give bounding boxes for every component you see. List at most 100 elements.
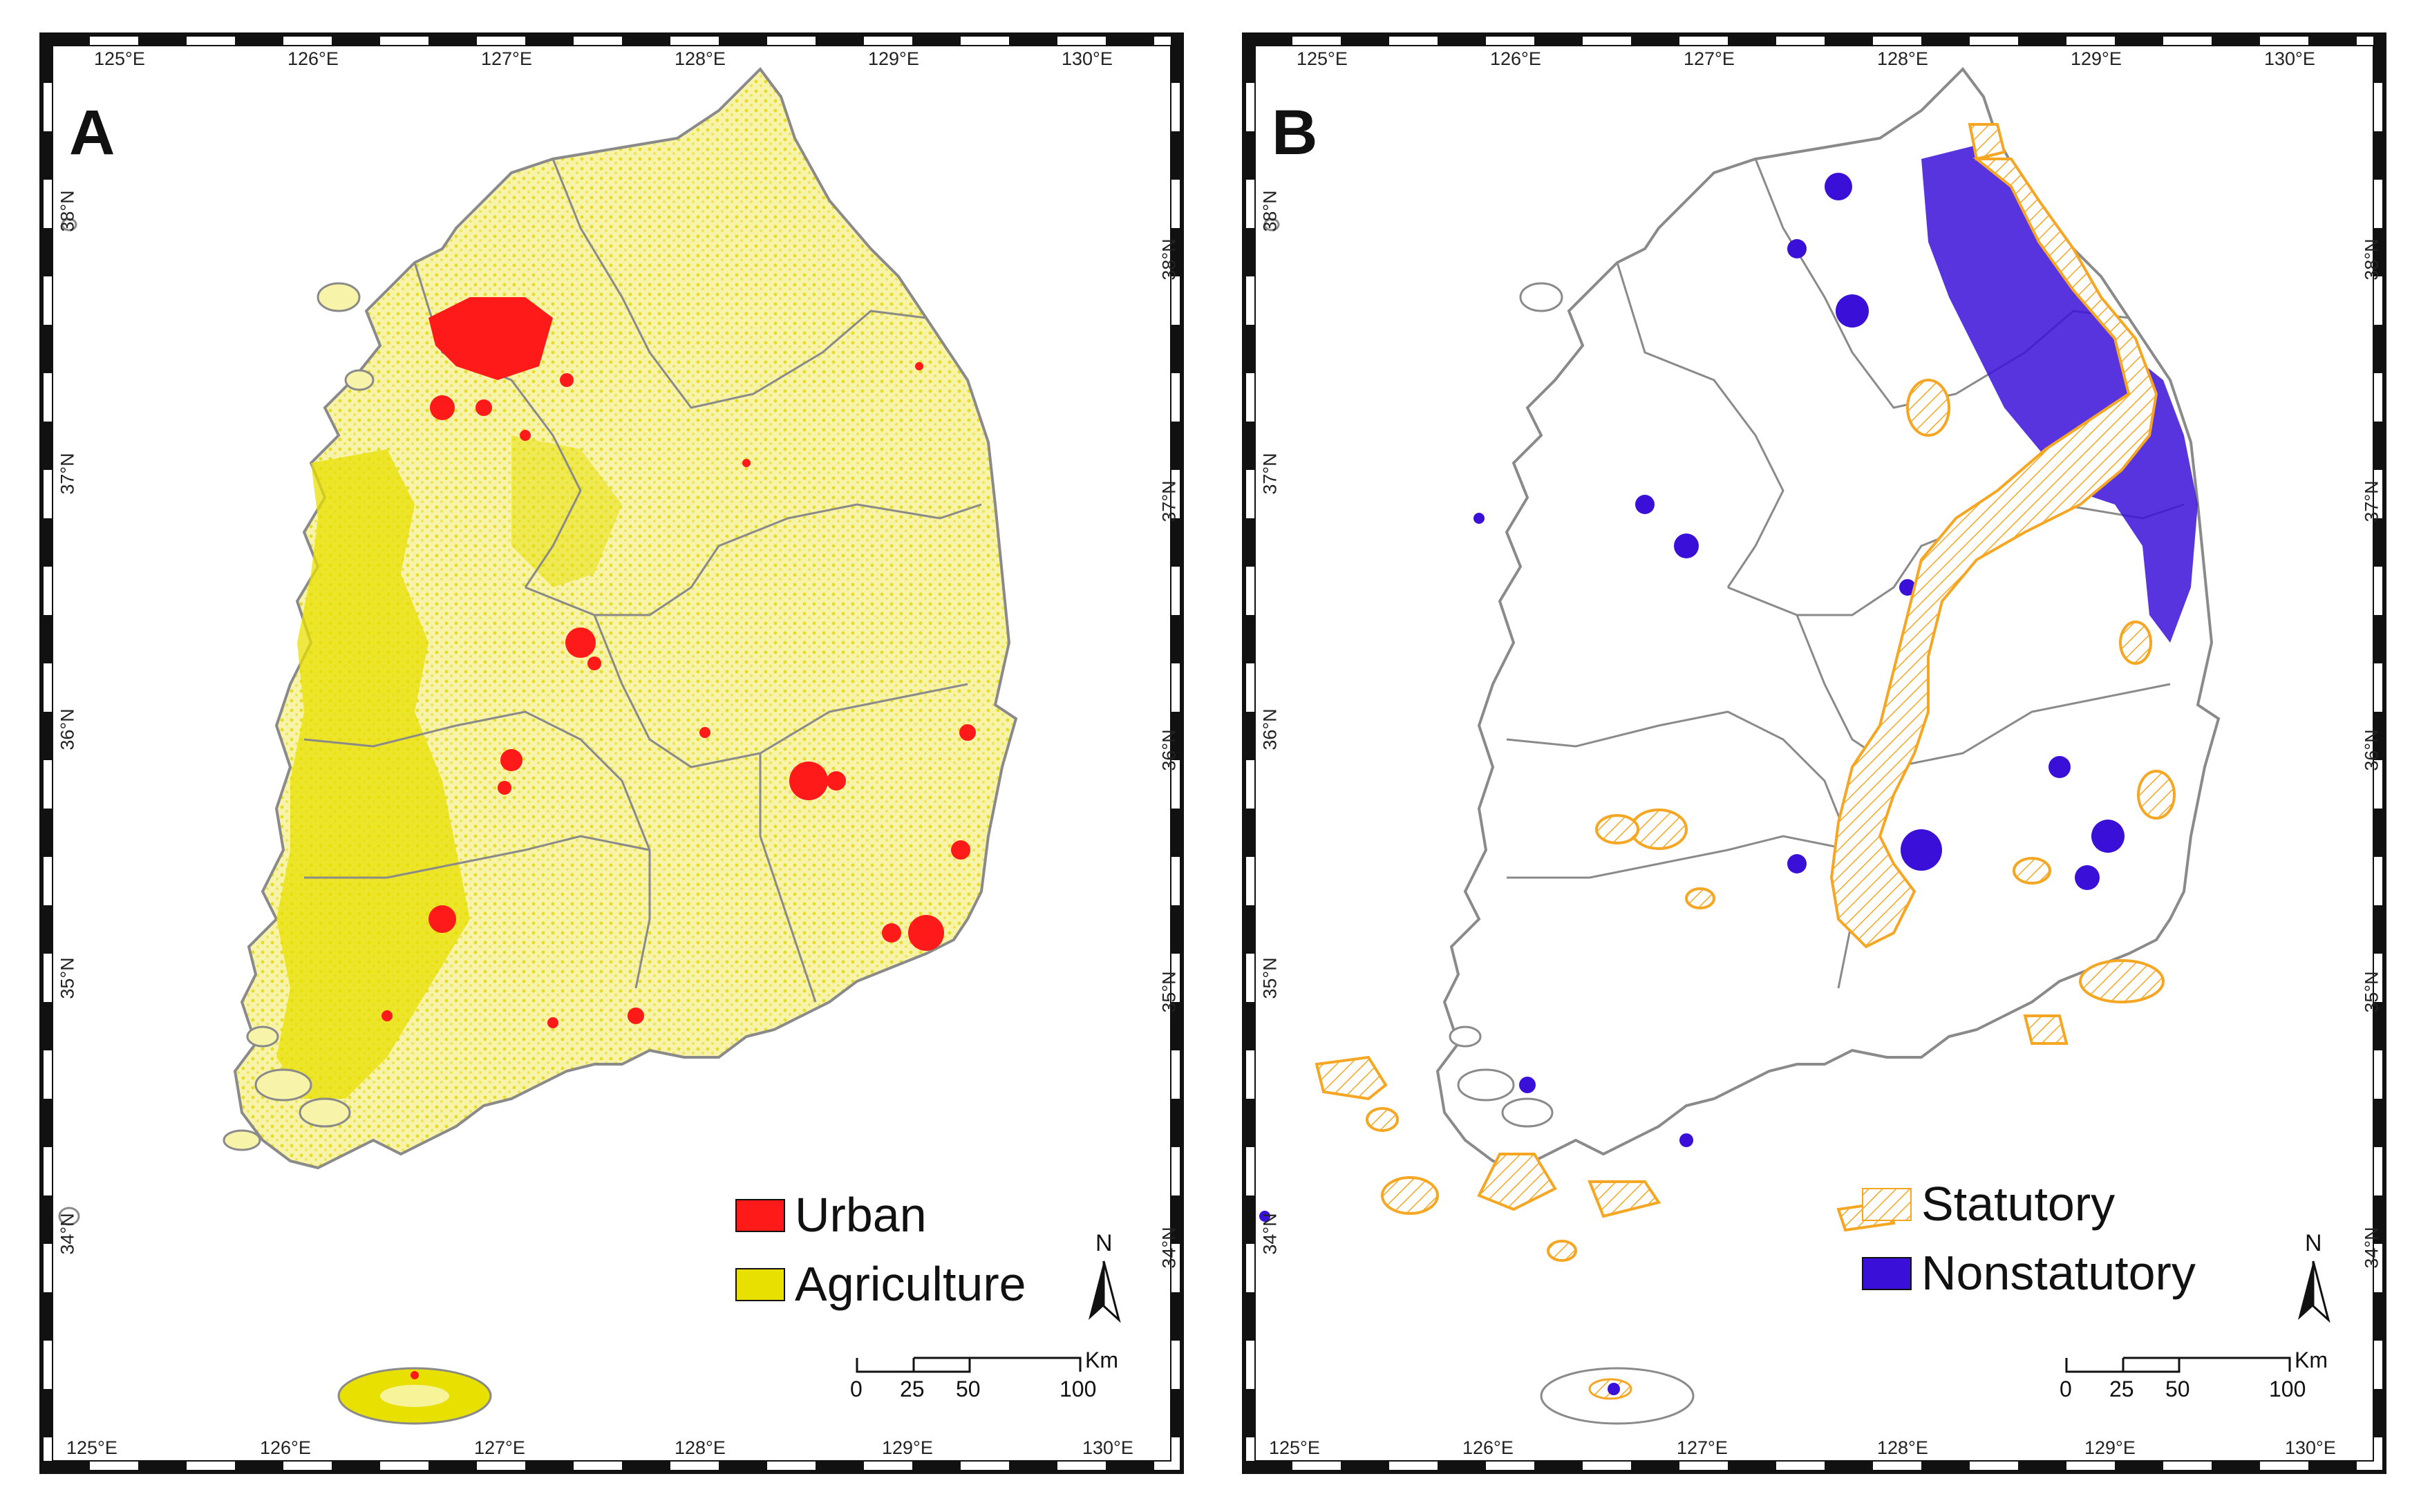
graduation-block (912, 1461, 961, 1472)
scale-unit: Km (2295, 1348, 2328, 1372)
lon-tick-bottom: 129°E (2084, 1437, 2136, 1458)
graduation-block (41, 615, 53, 663)
graduation-block (1106, 35, 1154, 46)
graduation-block (1171, 1389, 1182, 1437)
graduation-block (1438, 1461, 1486, 1472)
graduation-block (525, 1461, 574, 1472)
graduation-block (1244, 1002, 1255, 1050)
legend-swatch-urban (735, 1199, 785, 1232)
lon-tick-top: 125°E (94, 48, 145, 69)
graduation-block (41, 422, 53, 470)
graduation-block (1631, 1461, 1679, 1472)
lon-tick-bottom: 126°E (1462, 1437, 1514, 1458)
graduation-block (1244, 1292, 1255, 1341)
graduation-block (1009, 35, 1057, 46)
lon-tick-bottom: 125°E (66, 1437, 117, 1458)
lon-tick-bottom: 128°E (1877, 1437, 1928, 1458)
scale-label: 0 (850, 1377, 863, 1401)
graduation-block (525, 35, 574, 46)
graduation-block (2373, 712, 2384, 760)
lon-tick-top: 128°E (1877, 48, 1928, 69)
graduation-block (1825, 35, 1873, 46)
graduation-block (816, 1461, 864, 1472)
legend-label-agriculture: Agriculture (795, 1257, 1026, 1311)
graduation-block (428, 35, 477, 46)
graduation-block (138, 1461, 187, 1472)
graduation-block (2373, 1099, 2384, 1147)
frame-graduation (1244, 35, 2384, 1472)
lat-tick-right: 35°N (2361, 971, 2382, 1013)
lat-tick-left: 35°N (57, 957, 78, 999)
graduation-block (41, 712, 53, 760)
graduation-block (1171, 422, 1182, 470)
graduation-block (1244, 1099, 1255, 1147)
lat-tick-right: 34°N (1158, 1227, 1180, 1269)
legend-label-statutory: Statutory (1921, 1177, 2116, 1231)
graduation-block (41, 905, 53, 954)
graduation-block (1171, 131, 1182, 180)
graduation-block (2373, 809, 2384, 857)
graduation-block (1244, 1196, 1255, 1244)
province-boundaries (303, 158, 982, 1003)
graduation-block (332, 1461, 380, 1472)
lat-tick-left: 36°N (57, 708, 78, 750)
scale-label: 100 (2269, 1377, 2306, 1401)
graduation-block (1728, 1461, 1776, 1472)
lon-tick-top: 130°E (1062, 48, 1113, 69)
graduation-block (1244, 615, 1255, 663)
graduation-block (332, 35, 380, 46)
north-label: N (2305, 1230, 2322, 1256)
panel-label: A (69, 97, 115, 168)
graduation-block (1244, 712, 1255, 760)
graduation-block (41, 131, 53, 180)
graduation-block (912, 35, 961, 46)
graduation-block (41, 228, 53, 276)
lon-tick-bottom: 127°E (1677, 1437, 1728, 1458)
graduation-block (1244, 35, 1292, 46)
lon-tick-top: 128°E (675, 48, 726, 69)
graduation-block (1171, 228, 1182, 276)
lon-tick-top: 126°E (288, 48, 339, 69)
agriculture-central (511, 435, 622, 587)
graduation-block (2373, 325, 2384, 373)
graduation-block (1341, 35, 1389, 46)
scale-label: 100 (1059, 1377, 1097, 1401)
lat-tick-right: 36°N (1158, 729, 1180, 771)
lon-tick-bottom: 128°E (675, 1437, 726, 1458)
graduation-block (2212, 1461, 2260, 1472)
lon-tick-bottom: 125°E (1269, 1437, 1320, 1458)
lat-tick-left: 35°N (1259, 957, 1281, 999)
lon-tick-top: 127°E (1684, 48, 1735, 69)
lon-tick-bottom: 130°E (2285, 1437, 2336, 1458)
lat-tick-right: 38°N (2361, 238, 2382, 281)
scale-label: 25 (2109, 1377, 2134, 1401)
scale-bar (856, 1357, 1082, 1373)
islands (58, 218, 375, 1226)
lon-tick-bottom: 129°E (882, 1437, 933, 1458)
graduation-block (2018, 1461, 2066, 1472)
panel-label: B (1272, 97, 1318, 168)
graduation-block (2212, 35, 2260, 46)
graduation-block (1438, 35, 1486, 46)
scale-bar (2065, 1357, 2291, 1373)
north-label: N (1095, 1230, 1113, 1256)
graduation-block (1244, 1389, 1255, 1437)
graduation-block (2115, 1461, 2163, 1472)
graduation-block (2115, 35, 2163, 46)
lat-tick-left: 34°N (57, 1213, 78, 1255)
graduation-block (2373, 1292, 2384, 1341)
graduation-block (2373, 1389, 2384, 1437)
lat-tick-left: 37°N (57, 453, 78, 495)
graduation-block (1171, 1196, 1182, 1244)
jeju-urban (411, 1371, 419, 1379)
graduation-block (1171, 325, 1182, 373)
graduation-block (235, 35, 283, 46)
map-panel-b: B 125°E 126°E 127°E 128°E 129°E 130°E 12… (1230, 21, 2398, 1486)
graduation-block (41, 1099, 53, 1147)
graduation-block (1728, 35, 1776, 46)
graduation-block (1106, 1461, 1154, 1472)
map-panel-a: A 125°E 126°E 127°E 128°E 129°E 130°E 12… (28, 21, 1196, 1486)
graduation-block (1534, 35, 1583, 46)
urban-areas (382, 297, 976, 1028)
graduation-block (2308, 35, 2357, 46)
